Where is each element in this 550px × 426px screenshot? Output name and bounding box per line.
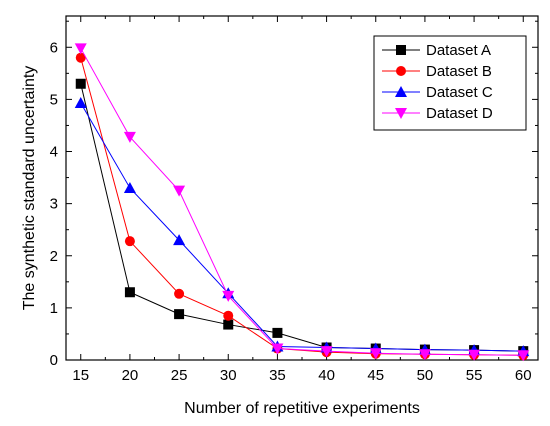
- y-tick-label: 5: [50, 91, 58, 108]
- y-tick-label: 3: [50, 196, 58, 213]
- data-point: [74, 97, 87, 109]
- data-point: [124, 236, 135, 247]
- y-tick-label: 0: [50, 352, 58, 369]
- x-tick-label: 50: [417, 367, 434, 384]
- y-tick-label: 4: [50, 144, 58, 161]
- x-tick-label: 55: [466, 367, 483, 384]
- data-point: [173, 234, 186, 246]
- data-point: [222, 290, 235, 302]
- y-axis-label: The synthetic standard uncertainty: [21, 66, 38, 311]
- x-axis-label: Number of repetitive experiments: [184, 400, 420, 417]
- data-point: [369, 348, 382, 360]
- data-point: [173, 185, 186, 197]
- series-dataset-d: [74, 43, 530, 362]
- data-point: [75, 52, 86, 63]
- series-line: [80, 102, 524, 352]
- data-point: [75, 78, 86, 89]
- data-point: [272, 327, 283, 338]
- legend-label: Dataset D: [426, 105, 493, 122]
- legend-entry: Dataset B: [382, 63, 492, 80]
- data-point: [123, 182, 136, 193]
- data-point: [468, 349, 481, 361]
- legend-label: Dataset A: [426, 42, 491, 59]
- x-tick-label: 15: [72, 367, 89, 384]
- data-point: [271, 343, 284, 355]
- series-line: [80, 48, 524, 356]
- x-tick-label: 35: [269, 367, 286, 384]
- x-tick-label: 20: [122, 367, 139, 384]
- legend-marker: [396, 66, 406, 76]
- legend-marker: [395, 108, 407, 119]
- x-tick-label: 45: [367, 367, 384, 384]
- legend-entry: Dataset D: [382, 105, 493, 122]
- legend-entry: Dataset C: [382, 84, 493, 101]
- data-point: [517, 350, 530, 362]
- data-point: [74, 43, 87, 55]
- legend-label: Dataset B: [426, 63, 492, 80]
- y-tick-label: 1: [50, 300, 58, 317]
- legend-marker: [396, 45, 406, 55]
- legend-marker: [395, 86, 407, 97]
- legend-entry: Dataset A: [382, 42, 491, 59]
- data-point: [123, 131, 136, 143]
- y-tick-label: 2: [50, 248, 58, 265]
- data-point: [223, 319, 234, 330]
- data-point: [124, 287, 135, 298]
- x-tick-label: 60: [515, 367, 532, 384]
- y-tick-label: 6: [50, 39, 58, 56]
- x-tick-label: 30: [220, 367, 237, 384]
- x-tick-label: 40: [318, 367, 335, 384]
- data-point: [223, 310, 234, 321]
- data-point: [174, 288, 185, 299]
- series-dataset-c: [74, 97, 530, 357]
- x-tick-label: 25: [171, 367, 188, 384]
- legend: Dataset A Dataset B Dataset C Dataset D: [373, 35, 527, 131]
- data-point: [418, 349, 431, 361]
- legend-label: Dataset C: [426, 84, 493, 101]
- data-point: [174, 309, 185, 320]
- data-point: [320, 346, 333, 358]
- series-layer: [74, 43, 530, 362]
